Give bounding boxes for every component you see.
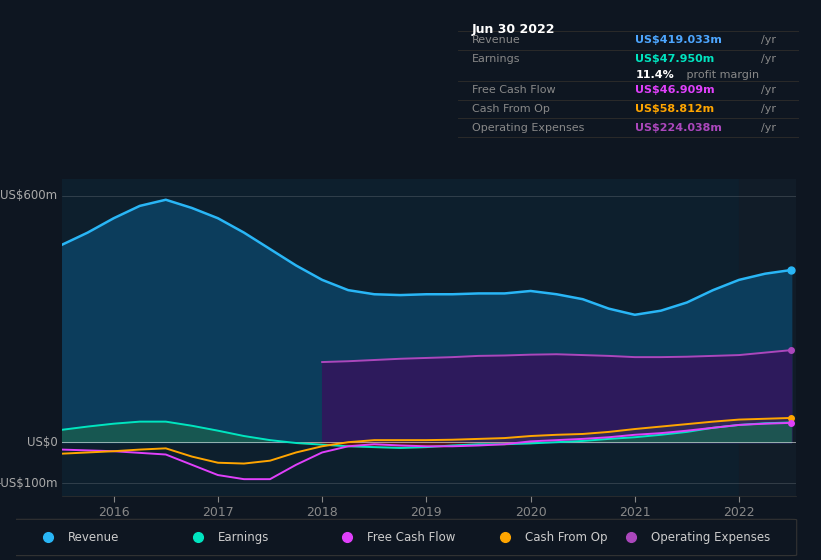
- Text: Earnings: Earnings: [218, 530, 268, 544]
- Bar: [739, 179, 796, 496]
- Text: US$600m: US$600m: [0, 189, 57, 202]
- Text: /yr: /yr: [761, 85, 777, 95]
- Text: Revenue: Revenue: [472, 35, 521, 45]
- Text: /yr: /yr: [761, 123, 777, 133]
- Text: US$0: US$0: [27, 436, 57, 449]
- Text: US$47.950m: US$47.950m: [635, 54, 714, 64]
- Text: 11.4%: 11.4%: [635, 69, 674, 80]
- Text: US$58.812m: US$58.812m: [635, 104, 714, 114]
- Text: Free Cash Flow: Free Cash Flow: [367, 530, 456, 544]
- Text: Cash From Op: Cash From Op: [525, 530, 608, 544]
- Text: Earnings: Earnings: [472, 54, 521, 64]
- Text: -US$100m: -US$100m: [0, 477, 57, 490]
- Text: US$419.033m: US$419.033m: [635, 35, 722, 45]
- Text: /yr: /yr: [761, 104, 777, 114]
- Text: US$224.038m: US$224.038m: [635, 123, 722, 133]
- Text: /yr: /yr: [761, 54, 777, 64]
- Text: profit margin: profit margin: [683, 69, 759, 80]
- Text: Revenue: Revenue: [67, 530, 119, 544]
- Text: Operating Expenses: Operating Expenses: [651, 530, 770, 544]
- Text: Operating Expenses: Operating Expenses: [472, 123, 584, 133]
- Text: Jun 30 2022: Jun 30 2022: [472, 23, 555, 36]
- Text: US$46.909m: US$46.909m: [635, 85, 715, 95]
- Text: Cash From Op: Cash From Op: [472, 104, 549, 114]
- Text: Free Cash Flow: Free Cash Flow: [472, 85, 555, 95]
- Text: /yr: /yr: [761, 35, 777, 45]
- FancyBboxPatch shape: [8, 519, 796, 556]
